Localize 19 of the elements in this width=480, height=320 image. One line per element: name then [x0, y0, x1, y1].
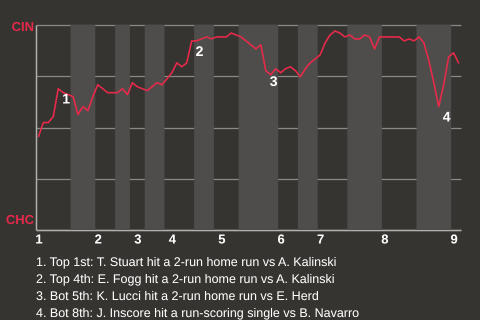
x-tick-label: 3 [134, 232, 142, 246]
x-tick-label: 7 [317, 232, 324, 246]
annotation: 1 [62, 90, 70, 107]
text: CIN [12, 19, 34, 34]
annotation: 4 [442, 108, 451, 125]
text: 1. Top 1st: T. Stuart hit a 2-run home run vs A. Kalinski [36, 254, 338, 271]
x-tick-label: 5 [218, 232, 226, 246]
text: 3. Bot 5th: K. Lucci hit a 2-run home run vs E. Herd [36, 288, 320, 305]
text: 2. Top 4th: E. Fogg hit a 2-run home run vs A. Kalinski [36, 271, 336, 288]
x-tick-label: 2 [94, 232, 102, 246]
x-tick-label: 6 [278, 232, 285, 246]
x-tick-label: 8 [381, 232, 389, 246]
text: 4. Bot 8th: J. Inscore hit a run-scoring single vs B. Navarro [36, 305, 360, 320]
x-tick-label: 4 [168, 232, 177, 246]
text: CHC [6, 212, 34, 227]
x-tick-label: 9 [450, 232, 458, 246]
annotation: 3 [270, 72, 278, 89]
annotation: 2 [196, 42, 204, 59]
x-tick-label: 1 [35, 232, 43, 246]
